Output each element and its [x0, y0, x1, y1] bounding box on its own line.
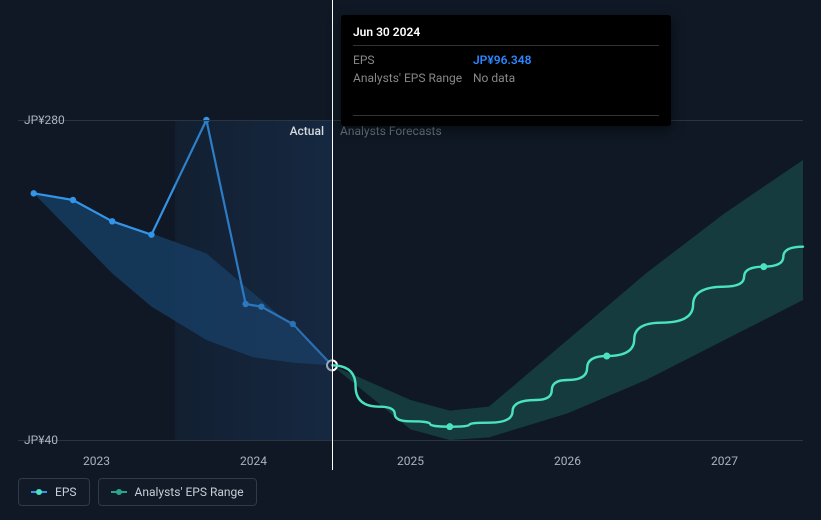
legend-swatch-icon	[31, 487, 47, 497]
legend: EPS Analysts' EPS Range	[18, 478, 257, 506]
ytick-label: JP¥40	[24, 433, 58, 447]
section-label-actual: Actual	[290, 124, 324, 138]
xtick-label: 2023	[83, 454, 110, 468]
chart-tooltip: Jun 30 2024 EPS JP¥96.348 Analysts' EPS …	[341, 15, 671, 126]
plot-area[interactable]: JP¥280JP¥40ActualAnalysts Forecasts20232…	[18, 120, 803, 440]
tooltip-divider	[353, 115, 659, 116]
legend-swatch-icon	[111, 487, 127, 497]
eps-chart: Jun 30 2024 EPS JP¥96.348 Analysts' EPS …	[0, 0, 821, 520]
legend-item-range[interactable]: Analysts' EPS Range	[98, 478, 257, 506]
xtick-label: 2024	[240, 454, 267, 468]
legend-label: Analysts' EPS Range	[135, 485, 244, 499]
tooltip-label: Analysts' EPS Range	[353, 71, 473, 85]
tooltip-value: No data	[473, 71, 515, 85]
tooltip-row-range: Analysts' EPS Range No data	[353, 69, 659, 87]
tooltip-row-eps: EPS JP¥96.348	[353, 51, 659, 69]
tooltip-value: JP¥96.348	[473, 53, 531, 67]
xtick-label: 2025	[397, 454, 424, 468]
xtick-label: 2027	[711, 454, 738, 468]
xtick-label: 2026	[554, 454, 581, 468]
legend-item-eps[interactable]: EPS	[18, 478, 90, 506]
ytick-label: JP¥280	[24, 113, 65, 127]
legend-label: EPS	[55, 485, 77, 499]
chart-svg	[18, 120, 803, 440]
section-label-forecast: Analysts Forecasts	[340, 124, 442, 138]
tooltip-date: Jun 30 2024	[353, 25, 659, 46]
tooltip-label: EPS	[353, 53, 473, 67]
